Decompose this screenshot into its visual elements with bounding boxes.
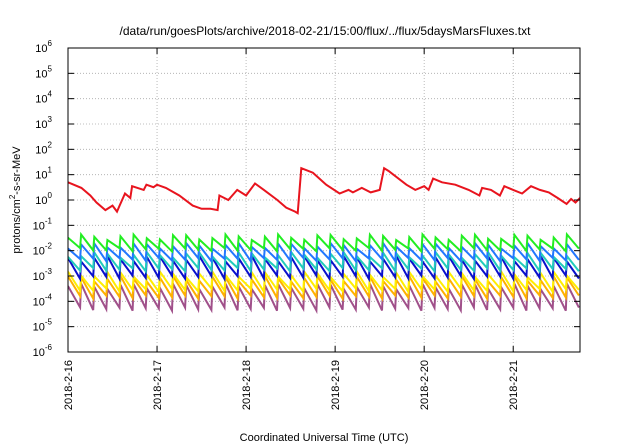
y-tick-label: 106 [35, 39, 52, 55]
y-tick-label: 10-3 [33, 267, 53, 283]
y-axis-label-rest: -s-sr-MeV [11, 146, 23, 195]
y-tick-label: 10-1 [33, 216, 53, 232]
series-group [68, 166, 580, 315]
sawtooth-series-line [68, 279, 580, 315]
x-tick-label: 2018-2-20 [419, 360, 431, 410]
y-tick-label: 102 [35, 140, 52, 156]
sawtooth-series-line [68, 249, 580, 275]
sawtooth-series-line [68, 268, 580, 295]
x-tick-label: 2018-2-21 [508, 360, 520, 410]
proton-flux-series-line [68, 166, 580, 215]
sawtooth-series-line [68, 272, 580, 303]
sawtooth-series-line [68, 252, 580, 283]
y-tick-label: 105 [35, 64, 52, 80]
y-axis-label-base: protons/cm [11, 199, 23, 253]
x-axis-ticks: 2018-2-16 2018-2-17 2018-2-18 2018-2-19 2018… [63, 48, 520, 410]
y-tick-label: 101 [35, 166, 52, 182]
y-axis-ticks: 10-6 10-5 10-4 10-3 10-2 10-1 100 101 102 103 104 1… [33, 39, 580, 359]
y-tick-label: 100 [35, 191, 52, 207]
y-tick-label: 10-4 [33, 292, 53, 308]
x-axis-label: Coordinated Universal Time (UTC) [240, 432, 409, 444]
y-tick-label: 10-5 [33, 318, 53, 334]
x-tick-label: 2018-2-17 [152, 360, 164, 410]
x-tick-label: 2018-2-19 [330, 360, 342, 410]
y-axis-label: protons/cm2-s-sr-MeV [8, 146, 23, 254]
x-tick-label: 2018-2-18 [241, 360, 253, 410]
sawtooth-series-line [68, 240, 580, 265]
y-tick-label: 104 [35, 90, 52, 106]
x-tick-label: 2018-2-16 [63, 360, 75, 410]
y-axis-label-sup: 2 [8, 194, 17, 199]
sawtooth-series-line [68, 231, 580, 254]
chart-title: /data/run/goesPlots/archive/2018-02-21/1… [120, 24, 532, 38]
y-tick-label: 10-6 [33, 343, 53, 359]
y-tick-label: 103 [35, 115, 52, 131]
y-tick-label: 10-2 [33, 242, 53, 258]
